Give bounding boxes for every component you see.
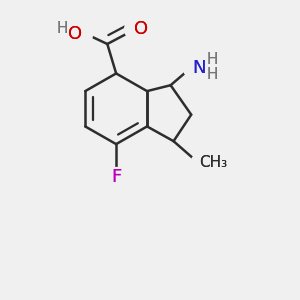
Text: O: O [134, 20, 148, 38]
Text: H: H [56, 21, 68, 36]
Text: O: O [68, 25, 82, 43]
Text: CH₃: CH₃ [200, 155, 228, 170]
Text: O: O [134, 20, 148, 38]
Text: O: O [68, 25, 82, 43]
Text: CH₃: CH₃ [200, 155, 228, 170]
Text: F: F [111, 168, 121, 186]
Text: H: H [207, 52, 218, 67]
Text: N: N [193, 58, 206, 76]
Text: H: H [207, 52, 218, 67]
Text: H: H [56, 21, 68, 36]
Text: H: H [207, 68, 218, 82]
Text: F: F [111, 168, 121, 186]
Text: H: H [207, 68, 218, 82]
Text: N: N [193, 58, 206, 76]
